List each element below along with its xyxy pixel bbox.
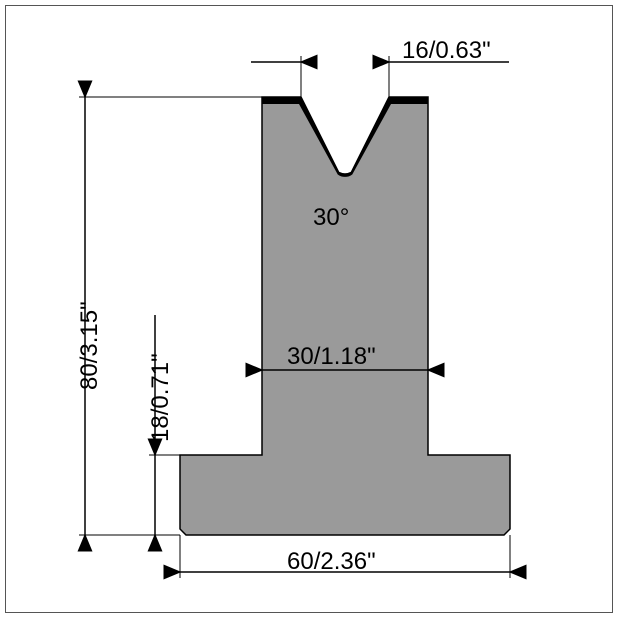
dim-width-stem-label: 30/1.18" [287,343,376,371]
dim-width-v-label: 16/0.63" [402,37,491,65]
dim-width-base-label: 60/2.36" [287,548,376,576]
die-profile [180,97,510,535]
dim-height-base-label: 18/0.71" [147,353,175,442]
dim-height-total-label: 80/3.15" [76,301,104,390]
dim-angle-label: 30° [313,204,349,232]
